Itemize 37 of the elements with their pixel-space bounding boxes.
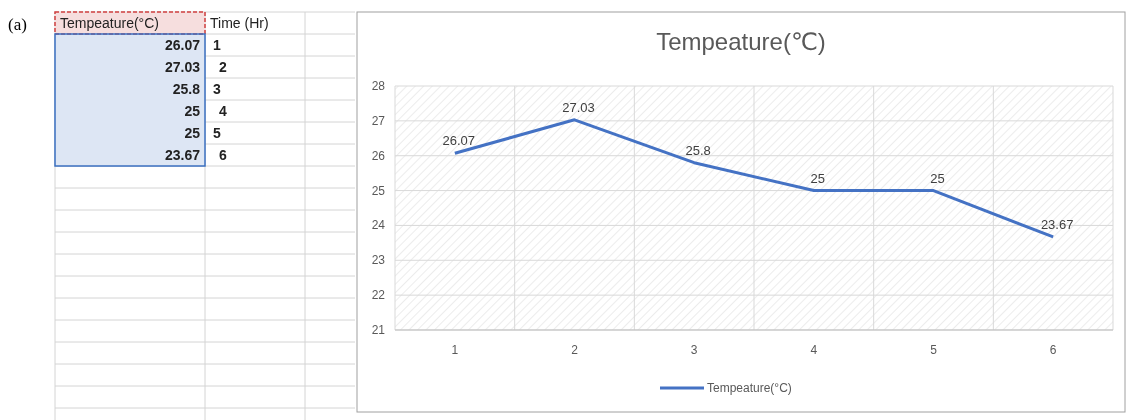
y-tick-label: 26: [371, 148, 386, 163]
data-label: 26.07: [164, 37, 201, 53]
text: 4: [219, 103, 227, 119]
text: 2: [219, 59, 227, 75]
chart-title: Tempeature(℃): [656, 28, 826, 55]
x-tick-label: 3: [690, 343, 698, 357]
x-tick-label: 4: [810, 343, 818, 357]
data-label: 25: [930, 170, 945, 186]
x-tick-label: 6: [1049, 343, 1057, 357]
data-label: 26.07: [442, 133, 476, 149]
x-tick-label: 5: [930, 343, 938, 357]
text: (a): [8, 15, 27, 34]
data-label: 25: [810, 170, 826, 186]
y-tick-label: 25: [371, 183, 386, 198]
text: 1: [213, 37, 221, 53]
y-tick-label: 27: [371, 113, 386, 128]
data-label: 25: [184, 125, 201, 141]
data-label: 25: [184, 103, 201, 119]
data-label: 25.8: [685, 142, 711, 158]
data-label: 27.03: [562, 99, 595, 115]
text: Tempeature(°C): [60, 15, 159, 31]
y-tick-label: 21: [371, 323, 386, 337]
y-tick-label: 24: [371, 218, 386, 233]
text: 3: [213, 81, 221, 97]
y-tick-label: 23: [371, 253, 386, 268]
data-label: 23.67: [164, 147, 201, 163]
y-tick-label: 28: [371, 79, 386, 93]
data-label: 25.8: [172, 81, 201, 97]
text: 5: [213, 125, 221, 141]
x-tick-label: 2: [571, 343, 579, 357]
data-label: 27.03: [164, 59, 201, 75]
legend-label: Tempeature(°C): [707, 381, 792, 395]
data-label: 23.67: [1040, 216, 1074, 232]
x-tick-label: 1: [451, 343, 459, 357]
y-tick-label: 22: [371, 288, 386, 303]
text: Time (Hr): [210, 15, 269, 31]
text: 6: [219, 147, 227, 163]
